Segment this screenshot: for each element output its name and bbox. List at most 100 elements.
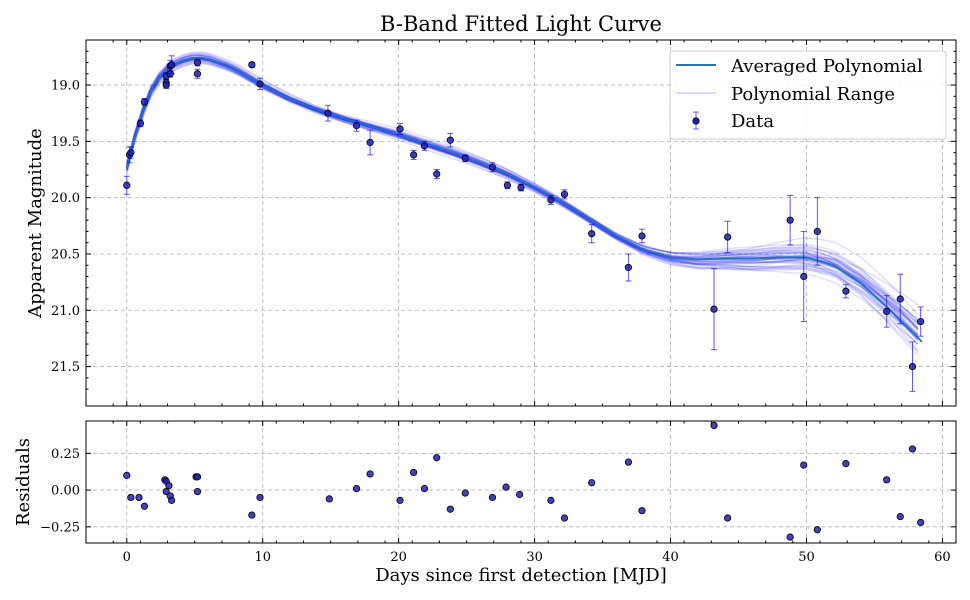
residual-point — [127, 493, 135, 502]
residual-point — [325, 495, 333, 503]
bottom-ytick-label: 0.25 — [51, 447, 80, 462]
data-point — [136, 119, 144, 127]
bottom-ytick-label: 0.00 — [51, 484, 80, 499]
bottom-xtick-label: 0 — [123, 550, 131, 565]
residual-point — [461, 489, 469, 497]
residual-point — [433, 454, 441, 462]
data-point — [813, 227, 821, 236]
residual-point — [813, 526, 821, 534]
bottom-panel: 0 10 20 30 40 50 60 0.25 0.00 −0.25 Residuals Day… — [13, 420, 957, 586]
residual-point — [420, 485, 429, 493]
residual-point — [162, 487, 170, 496]
legend-box — [669, 50, 947, 140]
bottom-xtick-label: 30 — [526, 550, 543, 565]
legend-label-data: Data — [731, 111, 774, 132]
bottom-xtick-label: 20 — [390, 550, 407, 565]
residual-point — [896, 512, 904, 521]
data-point — [396, 125, 404, 133]
data-point — [786, 216, 794, 224]
data-point — [256, 80, 264, 88]
residual-point — [710, 421, 718, 430]
residual-points — [123, 421, 925, 541]
data-point — [127, 149, 135, 157]
top-ytick-label: 19.5 — [51, 135, 80, 150]
data-point — [433, 170, 441, 178]
data-point — [410, 151, 418, 159]
residual-point — [193, 487, 202, 496]
legend-label-averaged-polynomial: Averaged Polynomial — [730, 56, 923, 77]
data-point — [352, 121, 361, 130]
data-point — [638, 232, 646, 240]
data-point — [123, 181, 131, 189]
residual-point — [883, 476, 891, 484]
data-point — [917, 317, 925, 326]
bottom-xtick-label: 50 — [798, 550, 815, 565]
data-point — [624, 263, 632, 272]
residual-point — [248, 511, 256, 519]
residual-point — [396, 496, 404, 504]
residual-point — [547, 496, 555, 504]
top-ytick-label: 21.0 — [51, 304, 80, 319]
legend-swatch-data-marker — [692, 117, 700, 125]
data-points — [123, 55, 925, 392]
top-ytick-label: 21.5 — [51, 360, 80, 375]
residual-point — [366, 470, 374, 478]
data-point — [162, 81, 170, 89]
residual-point — [193, 473, 202, 481]
legend-label-polynomial-range: Polynomial Range — [731, 84, 895, 105]
top-ytick-label: 20.0 — [51, 191, 80, 206]
residual-point — [516, 490, 524, 499]
residual-point — [724, 514, 732, 522]
x-axis-label: Days since first detection [MJD] — [375, 565, 667, 586]
data-point — [560, 190, 569, 198]
data-point — [168, 61, 176, 69]
bottom-plot-area — [86, 421, 956, 543]
y-axis-label-residuals: Residuals — [13, 438, 34, 526]
bottom-grid — [86, 421, 956, 543]
top-ytick-label: 20.5 — [51, 247, 80, 262]
bottom-xtick-label: 60 — [934, 550, 951, 565]
top-axis-ticks: 19.0 19.5 20.0 20.5 21.0 21.5 — [51, 40, 957, 406]
data-point — [193, 70, 202, 78]
data-point — [724, 233, 732, 241]
data-point — [842, 287, 850, 295]
top-ytick-label: 19.0 — [51, 79, 80, 94]
residual-point — [560, 514, 569, 522]
data-point — [248, 61, 256, 69]
data-point — [324, 109, 332, 117]
residual-point — [917, 518, 925, 527]
residual-point — [638, 507, 646, 515]
top-grid — [86, 40, 956, 406]
data-point — [446, 136, 454, 144]
y-axis-label-magnitude: Apparent Magnitude — [25, 128, 46, 319]
chart-title: B-Band Fitted Light Curve — [380, 12, 662, 36]
data-point — [547, 196, 555, 204]
residual-point — [624, 458, 632, 466]
residual-point — [168, 496, 176, 504]
data-point — [193, 58, 202, 67]
residual-point — [502, 483, 510, 491]
residual-point — [123, 471, 131, 479]
data-point — [420, 142, 429, 150]
data-point — [710, 305, 718, 313]
data-point — [883, 307, 891, 316]
data-point — [503, 181, 512, 189]
bottom-xtick-label: 40 — [662, 550, 679, 565]
bottom-ytick-label: −0.25 — [40, 520, 80, 535]
data-point — [908, 362, 917, 371]
residual-point — [135, 493, 143, 502]
data-point — [461, 154, 469, 162]
data-point — [140, 98, 149, 106]
bottom-xtick-label: 10 — [254, 550, 271, 565]
residual-point — [488, 493, 497, 502]
data-point — [800, 272, 808, 281]
data-point — [517, 183, 525, 192]
residual-point — [256, 493, 264, 502]
residual-point — [446, 505, 454, 513]
residual-point — [140, 502, 149, 510]
data-point — [896, 295, 904, 303]
residual-point — [800, 461, 808, 469]
data-point — [588, 230, 596, 238]
residual-point — [842, 460, 850, 468]
